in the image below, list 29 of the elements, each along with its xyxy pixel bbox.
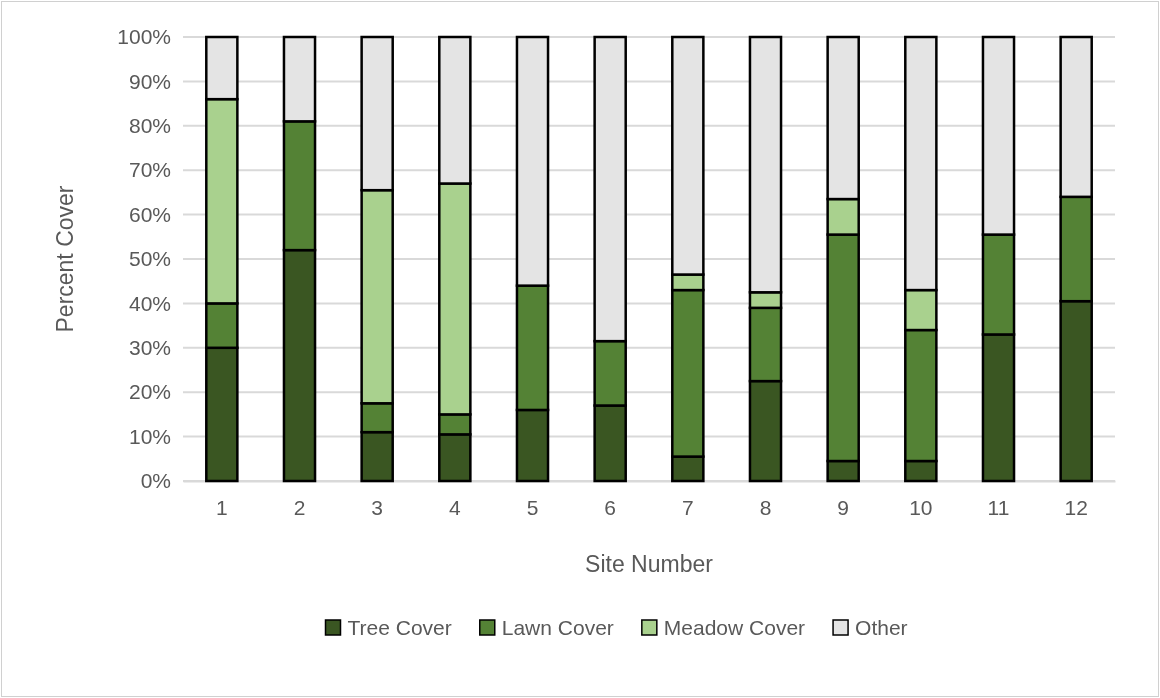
y-tick-label: 50% (128, 247, 171, 271)
y-tick-label: 90% (128, 69, 171, 93)
x-tick-label: 1 (215, 495, 228, 519)
legend-label: Other (855, 616, 908, 639)
legend-label: Lawn Cover (501, 616, 614, 639)
x-axis-title: Site Number (585, 551, 714, 577)
x-tick-label: 8 (759, 495, 772, 519)
y-tick-label: 0% (140, 469, 171, 493)
y-tick-label: 30% (128, 336, 171, 360)
x-tick-label: 5 (526, 495, 539, 519)
y-tick-label: 80% (128, 114, 171, 138)
x-tick-label: 3 (371, 495, 384, 519)
y-tick-label: 20% (128, 380, 171, 404)
legend-label: Meadow Cover (663, 616, 806, 639)
y-tick-label: 60% (128, 202, 171, 226)
legend-label: Tree Cover (347, 616, 452, 639)
x-tick-label: 6 (604, 495, 617, 519)
y-tick-label: 100% (117, 25, 171, 49)
x-tick-label: 12 (1064, 495, 1088, 519)
x-tick-label: 2 (293, 495, 306, 519)
y-tick-label: 10% (128, 424, 171, 448)
y-axis-title: Percent Cover (52, 185, 78, 333)
x-tick-label: 11 (987, 495, 1010, 519)
y-tick-label: 40% (128, 291, 171, 315)
x-tick-label: 9 (837, 495, 850, 519)
y-tick-label: 70% (128, 158, 171, 182)
x-tick-label: 10 (909, 495, 933, 519)
x-tick-label: 4 (448, 495, 461, 519)
x-tick-label: 7 (681, 495, 694, 519)
